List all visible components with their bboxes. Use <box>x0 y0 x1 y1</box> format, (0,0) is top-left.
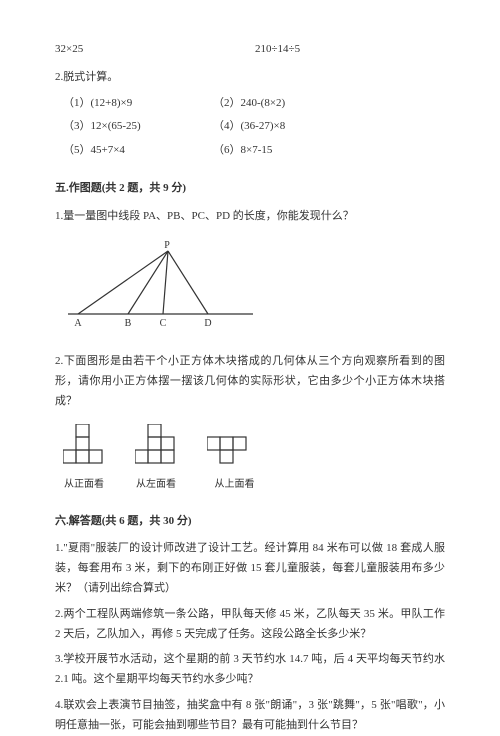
expression-grid: （1）(12+8)×9 （2）240-(8×2) （3）12×(65-25) （… <box>63 94 445 161</box>
label-P: P <box>164 240 170 251</box>
expr-5: （5）45+7×4 <box>63 141 213 161</box>
expr-6: （6）8×7-15 <box>213 141 272 161</box>
s6-q1: 1."夏雨"服装厂的设计师改进了设计工艺。经计算用 84 米布可以做 18 套成… <box>55 539 445 598</box>
s5-q2: 2.下面图形是由若干个小正方体木块搭成的几何体从三个方向观察所看到的图形，请你用… <box>55 352 445 411</box>
expr-2: （2）240-(8×2) <box>213 94 285 114</box>
three-views: 从正面看 从左面看 从上面看 <box>63 424 445 494</box>
label-D: D <box>204 318 211 329</box>
figure-triangle: P A B C D <box>63 239 445 337</box>
section5-heading: 五.作图题(共 2 题，共 9 分) <box>55 179 445 199</box>
view-front: 从正面看 <box>63 424 105 494</box>
expr-3: （3）12×(65-25) <box>63 117 213 137</box>
label-left: 从左面看 <box>135 476 177 494</box>
label-front: 从正面看 <box>63 476 105 494</box>
label-A: A <box>74 318 82 329</box>
sub2-heading: 2.脱式计算。 <box>55 68 445 88</box>
label-B: B <box>125 318 132 329</box>
s6-q4: 4.联欢会上表演节目抽签，抽奖盒中有 8 张"朗诵"，3 张"跳舞"，5 张"唱… <box>55 696 445 736</box>
s5-q1: 1.量一量图中线段 PA、PB、PC、PD 的长度，你能发现什么？ <box>55 207 445 227</box>
expr-left: 32×25 <box>55 40 255 60</box>
svg-triangle-fan: P A B C D <box>63 239 263 329</box>
expr-1: （1）(12+8)×9 <box>63 94 213 114</box>
s6-q2: 2.两个工程队两端修筑一条公路，甲队每天修 45 米，乙队每天 35 米。甲队工… <box>55 605 445 645</box>
expr-4: （4）(36-27)×8 <box>213 117 285 137</box>
expr-right: 210÷14÷5 <box>255 40 300 60</box>
view-left: 从左面看 <box>135 424 177 494</box>
top-expression-row: 32×25 210÷14÷5 <box>55 40 445 60</box>
label-C: C <box>160 318 167 329</box>
view-top: 从上面看 <box>207 424 262 494</box>
label-top: 从上面看 <box>207 476 262 494</box>
section6-heading: 六.解答题(共 6 题，共 30 分) <box>55 512 445 532</box>
s6-q3: 3.学校开展节水活动，这个星期的前 3 天节约水 14.7 吨，后 4 天平均每… <box>55 650 445 690</box>
